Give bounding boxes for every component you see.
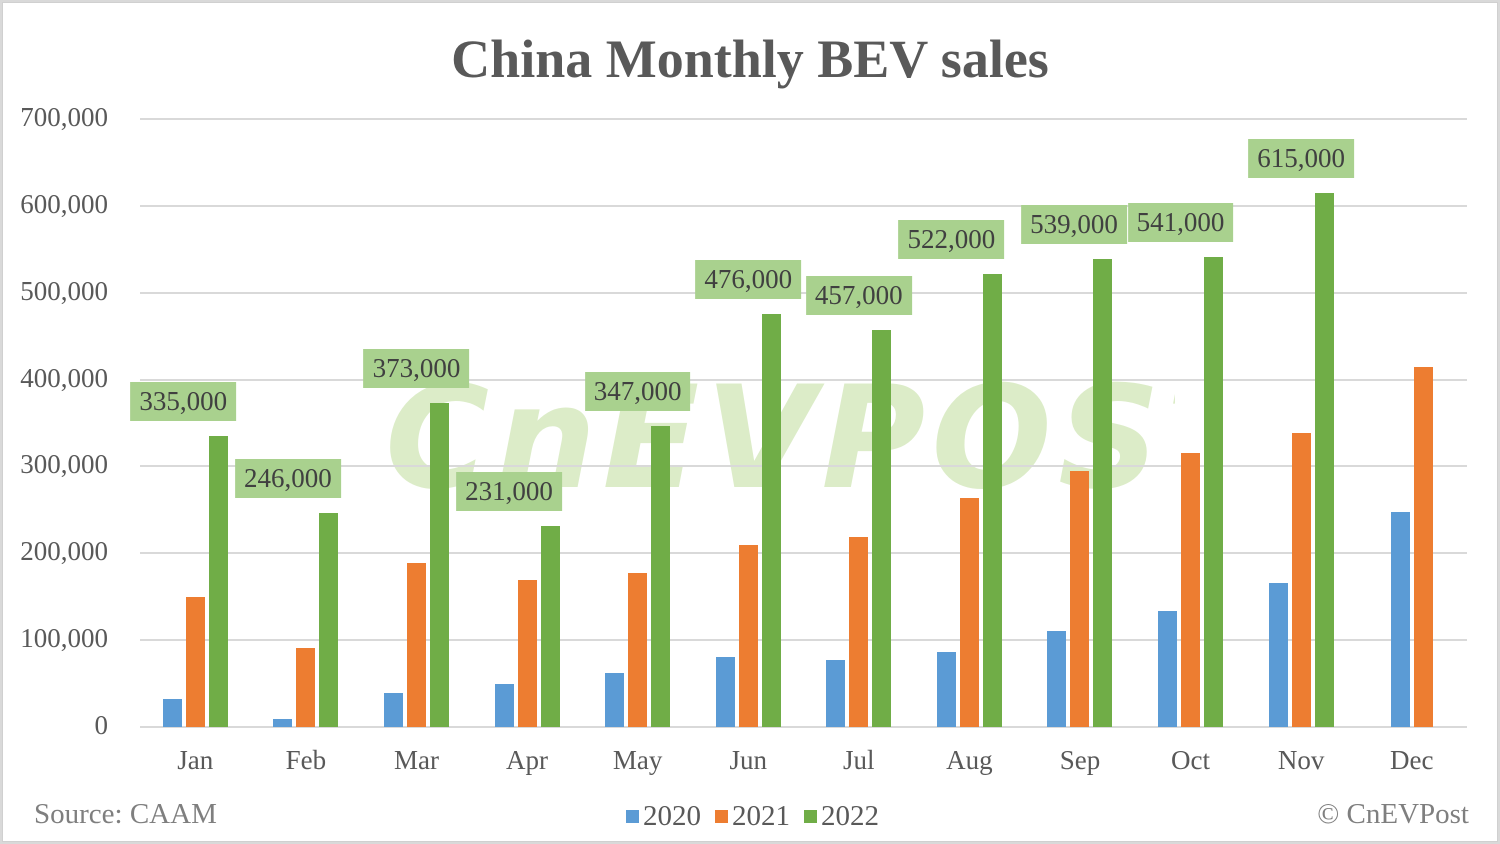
x-tick-label: Feb bbox=[285, 745, 327, 775]
bar-2022-sep bbox=[1093, 258, 1113, 727]
source-note: Source: CAAM bbox=[34, 798, 217, 830]
legend-item-2021: 2021 bbox=[715, 800, 790, 833]
legend-item-2020: 2020 bbox=[626, 800, 701, 833]
gridline bbox=[140, 639, 1467, 642]
y-tick-label: 700,000 bbox=[20, 101, 108, 132]
data-label-2022-jun: 476,000 bbox=[695, 259, 802, 299]
legend-swatch-icon bbox=[715, 810, 728, 823]
bar-2020-jul bbox=[826, 660, 846, 727]
x-tick-label: Jun bbox=[729, 745, 767, 775]
y-tick-label: 200,000 bbox=[20, 536, 108, 567]
legend-item-2022: 2022 bbox=[804, 800, 879, 833]
data-label-2022-apr: 231,000 bbox=[456, 472, 562, 512]
y-tick-label: 400,000 bbox=[20, 362, 108, 393]
y-tick-label: 500,000 bbox=[20, 275, 108, 306]
y-tick-label: 0 bbox=[94, 709, 109, 740]
bar-2021-may bbox=[628, 573, 648, 727]
bar-2020-nov bbox=[1268, 582, 1288, 727]
x-tick-label: May bbox=[612, 745, 663, 775]
bar-2022-mar bbox=[429, 403, 449, 727]
bar-2020-aug bbox=[936, 652, 956, 727]
gridline bbox=[140, 378, 1467, 381]
legend-label: 2022 bbox=[821, 800, 879, 832]
bar-2020-oct bbox=[1158, 611, 1178, 727]
x-tick-label: Jul bbox=[843, 745, 875, 775]
bar-2021-sep bbox=[1070, 470, 1090, 727]
bar-2022-jan bbox=[208, 436, 228, 727]
chart-title: China Monthly BEV sales bbox=[451, 29, 1049, 89]
gridline bbox=[140, 204, 1467, 207]
gridline bbox=[140, 465, 1467, 468]
bar-2021-jul bbox=[849, 536, 869, 727]
bar-2020-feb bbox=[273, 719, 293, 727]
legend: 2020 2021 2022 bbox=[626, 800, 893, 833]
x-tick-label: Oct bbox=[1171, 745, 1211, 775]
bar-2022-jul bbox=[872, 330, 892, 727]
bar-2020-apr bbox=[494, 683, 514, 727]
data-label-2022-feb: 246,000 bbox=[235, 459, 341, 499]
bar-2021-oct bbox=[1181, 453, 1201, 727]
bar-2021-aug bbox=[959, 497, 979, 727]
bar-2022-apr bbox=[540, 526, 560, 727]
y-tick-label: 300,000 bbox=[20, 449, 108, 480]
x-tick-label: Dec bbox=[1389, 745, 1434, 775]
bar-2020-mar bbox=[383, 693, 403, 727]
data-label-2022-may: 347,000 bbox=[584, 371, 691, 411]
bar-2022-oct bbox=[1204, 257, 1224, 727]
data-label-2022-sep: 539,000 bbox=[1021, 204, 1127, 244]
gridline bbox=[140, 552, 1467, 555]
legend-swatch-icon bbox=[626, 810, 639, 823]
legend-label: 2021 bbox=[732, 800, 790, 832]
plot-area: 335,000 246,000 373,000 231,000 347,000 476,0… bbox=[130, 118, 1467, 728]
gridline bbox=[140, 726, 1467, 728]
bar-2021-mar bbox=[406, 562, 426, 727]
data-label-2022-jul: 457,000 bbox=[805, 276, 912, 316]
x-tick-label: Sep bbox=[1059, 745, 1101, 775]
legend-label: 2020 bbox=[643, 800, 701, 832]
x-tick-label: Apr bbox=[506, 745, 549, 775]
bar-2020-sep bbox=[1047, 630, 1067, 727]
bar-2021-apr bbox=[517, 580, 537, 727]
data-label-2022-jan: 335,000 bbox=[130, 382, 237, 422]
y-tick-label: 100,000 bbox=[20, 623, 108, 654]
x-tick-label: Nov bbox=[1277, 745, 1325, 775]
bar-2021-jan bbox=[185, 596, 205, 727]
legend-swatch-icon bbox=[804, 810, 817, 823]
bar-2022-nov bbox=[1314, 192, 1334, 727]
y-tick-label: 600,000 bbox=[20, 188, 108, 219]
bar-2021-dec bbox=[1413, 366, 1433, 727]
bar-2020-jan bbox=[162, 699, 182, 727]
x-tick-label: Jan bbox=[177, 745, 214, 775]
bar-2020-may bbox=[605, 673, 625, 727]
gridline bbox=[140, 118, 1467, 120]
bar-2021-nov bbox=[1291, 433, 1311, 727]
data-label-2022-nov: 615,000 bbox=[1248, 138, 1354, 178]
data-label-2022-mar: 373,000 bbox=[363, 349, 470, 389]
bar-2022-may bbox=[651, 425, 671, 727]
copyright-note: © CnEVPost bbox=[1317, 798, 1469, 830]
data-label-2022-oct: 541,000 bbox=[1127, 203, 1234, 243]
data-label-2022-aug: 522,000 bbox=[898, 219, 1005, 259]
gridline bbox=[140, 291, 1467, 294]
bar-2021-feb bbox=[296, 647, 316, 727]
bar-2022-jun bbox=[761, 313, 781, 727]
x-tick-label: Aug bbox=[946, 745, 993, 775]
bar-2022-aug bbox=[982, 273, 1002, 727]
bar-2021-jun bbox=[738, 544, 758, 727]
bar-2022-feb bbox=[319, 513, 339, 727]
x-tick-label: Mar bbox=[393, 745, 439, 775]
bar-2020-jun bbox=[715, 656, 735, 727]
bar-2020-dec bbox=[1390, 512, 1410, 727]
